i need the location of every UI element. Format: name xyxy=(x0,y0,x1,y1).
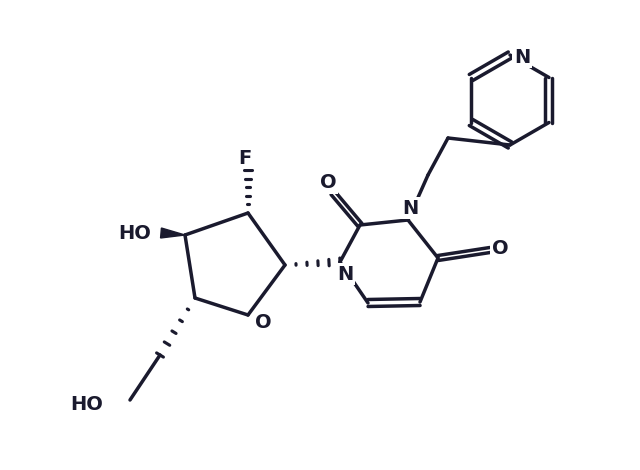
Text: N: N xyxy=(337,265,353,283)
Text: N: N xyxy=(402,198,418,218)
Text: N: N xyxy=(514,47,530,66)
Text: O: O xyxy=(320,173,336,193)
Polygon shape xyxy=(161,228,185,238)
Text: O: O xyxy=(255,313,271,332)
Text: HO: HO xyxy=(70,395,104,415)
Text: HO: HO xyxy=(118,224,152,243)
Text: F: F xyxy=(238,149,252,167)
Text: O: O xyxy=(492,238,508,258)
